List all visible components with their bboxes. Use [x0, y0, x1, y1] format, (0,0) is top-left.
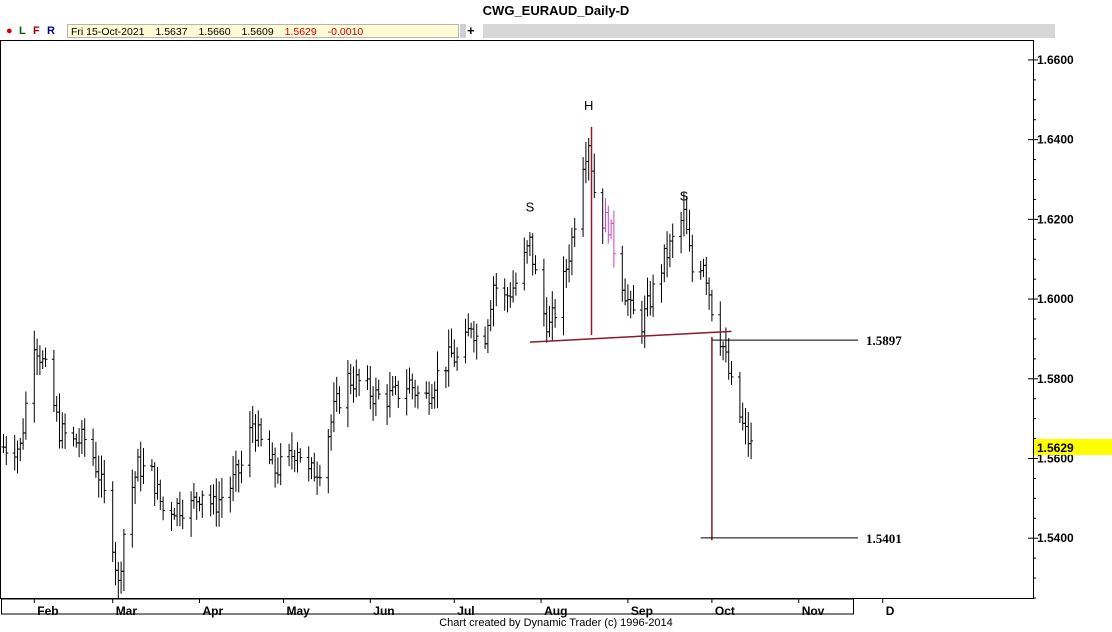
level-label: 1.5897 — [866, 333, 902, 348]
y-tick-label: 1.6000 — [1037, 292, 1074, 306]
x-axis-box — [1, 598, 854, 615]
last-price-label: 1.5629 — [1037, 441, 1074, 455]
ohlc-date: Fri 15-Oct-2021 — [71, 26, 145, 38]
ohlc-readout: Fri 15-Oct-2021 1.5637 1.5660 1.5609 1.5… — [67, 24, 459, 38]
x-tick-label: Nov — [802, 604, 825, 618]
y-tick-label: 1.6400 — [1037, 133, 1074, 147]
toolbar-button-l[interactable]: L — [19, 25, 26, 37]
toolbar-divider — [460, 24, 466, 38]
y-tick-label: 1.5600 — [1037, 452, 1074, 466]
x-tick-label: Jul — [457, 604, 474, 618]
neckline — [529, 330, 732, 343]
x-tick-label: Feb — [37, 604, 58, 618]
ohlc-low: 1.5609 — [241, 26, 274, 38]
x-tick-label: May — [287, 604, 311, 618]
record-dot-icon[interactable]: ● — [6, 25, 13, 37]
y-tick-label: 1.5800 — [1037, 372, 1074, 386]
toolbar: ● L F R Fri 15-Oct-2021 1.5637 1.5660 1.… — [0, 22, 1112, 40]
x-tick-label: Sep — [631, 604, 653, 618]
pattern-label: S — [526, 199, 535, 214]
x-tick-label: Mar — [116, 604, 138, 618]
x-tick-label: Jun — [373, 604, 394, 618]
ohlc-high: 1.5660 — [198, 26, 231, 38]
ohlc-change: -0.0010 — [327, 26, 364, 38]
x-tick-label: Apr — [203, 604, 224, 618]
toolbar-button-r[interactable]: R — [47, 25, 55, 37]
pattern-label: H — [584, 98, 593, 113]
footer-credit: Chart created by Dynamic Trader (c) 1996… — [439, 617, 673, 629]
add-icon[interactable]: + — [467, 23, 475, 38]
ohlc-open: 1.5637 — [155, 26, 188, 38]
ohlc-close: 1.5629 — [284, 26, 317, 38]
toolbar-blank-area — [483, 24, 1055, 38]
y-tick-label: 1.6600 — [1037, 53, 1074, 67]
level-label: 1.5401 — [866, 531, 902, 546]
x-tick-label: D — [886, 604, 895, 618]
toolbar-button-f[interactable]: F — [33, 25, 40, 37]
last-price-tag — [1034, 438, 1112, 455]
x-tick-label: Oct — [715, 604, 735, 618]
pattern-label: S — [680, 189, 689, 204]
plot-frame — [0, 40, 1034, 599]
y-tick-label: 1.5400 — [1037, 531, 1074, 545]
x-tick-label: Aug — [544, 604, 567, 618]
y-tick-label: 1.6200 — [1037, 212, 1074, 226]
